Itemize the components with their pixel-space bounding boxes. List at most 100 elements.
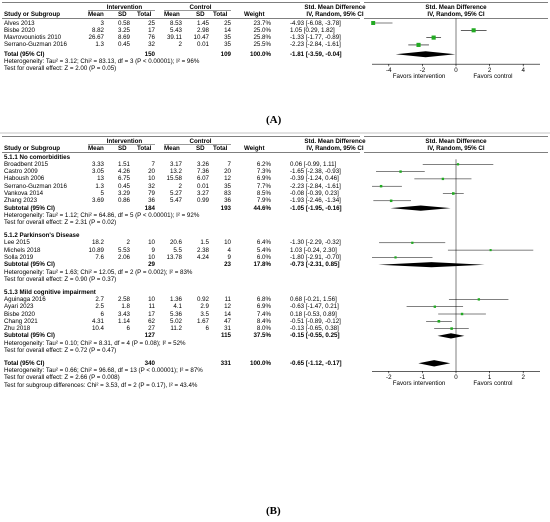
x-tick-label: -4 xyxy=(386,66,392,74)
intervention-total: 76 xyxy=(148,34,155,42)
intervention-total: 17 xyxy=(148,310,155,318)
control-total: 9 xyxy=(227,253,231,261)
intervention-total: 32 xyxy=(148,182,155,190)
study-square xyxy=(389,199,393,203)
control-total: 31 xyxy=(224,325,231,333)
effect-ci: -1.05 [-1.95, -0.16] xyxy=(290,204,342,212)
control-sd: 1.5 xyxy=(200,239,209,247)
x-tick-label: 1 xyxy=(487,373,492,381)
effect-ci: -0.73 [-2.31, 0.85] xyxy=(290,261,340,269)
study-name: Michels 2018 xyxy=(4,246,41,254)
overall-effect-text: Test for overall effect: Z = 2.31 (P = 0… xyxy=(4,219,117,227)
weight-value: 25.0% xyxy=(253,26,271,34)
intervention-total: 29 xyxy=(148,261,155,269)
control-total: 4 xyxy=(227,246,231,254)
study-name: Ayari 2023 xyxy=(4,303,34,311)
effect-ci: -0.63 [-1.47, 0.21] xyxy=(290,303,339,311)
control-mean: 13.2 xyxy=(169,168,182,176)
study-square xyxy=(477,298,481,301)
study-square xyxy=(399,170,402,173)
effect-ci: 0.68 [-0.21, 1.56] xyxy=(290,295,337,303)
total-diamond xyxy=(395,51,456,58)
group2-header: Control xyxy=(189,138,212,145)
study-square xyxy=(437,320,441,323)
intervention-mean: 1.3 xyxy=(95,182,104,190)
subtotal-diamond xyxy=(390,205,451,211)
study-name: Bisbe 2020 xyxy=(4,26,35,34)
effect-ci: -0.39 [-1.24, 0.46] xyxy=(290,175,339,183)
study-square xyxy=(452,192,455,195)
overall-effect-text: Test for overall effect: Z = 2.66 (P = 0… xyxy=(4,374,120,382)
study-name: Solla 2019 xyxy=(4,253,34,261)
total-diamond xyxy=(418,360,451,367)
study-name: Chang 2021 xyxy=(4,317,38,325)
control-total: 115 xyxy=(221,332,231,340)
intervention-mean: 1.3 xyxy=(95,41,104,49)
plot-title: Std. Mean Difference xyxy=(425,4,487,11)
plot-title: Std. Mean Difference xyxy=(425,138,487,145)
effect-title: Std. Mean Difference xyxy=(304,4,366,11)
control-mean: 4.1 xyxy=(173,303,182,311)
control-mean: 11.2 xyxy=(170,325,182,333)
study-name: Subtotal (95% CI) xyxy=(4,261,55,269)
effect-ci: -1.93 [-2.46, -1.34] xyxy=(290,197,341,205)
intervention-mean: 10.4 xyxy=(91,325,104,333)
weight-value: 7.9% xyxy=(256,197,271,205)
intervention-sd: 2 xyxy=(126,239,130,247)
effect-ci: 0.18 [-0.53, 0.89] xyxy=(290,310,337,318)
control-sd: 6 xyxy=(205,325,209,333)
intervention-sd: 8.69 xyxy=(117,34,130,42)
control-total: 35 xyxy=(224,41,231,49)
effect-ci: -0.13 [-0.65, 0.38] xyxy=(290,325,339,333)
weight-value: 17.8% xyxy=(253,261,271,269)
heterogeneity-text: Heterogeneity: Tau² = 0.10; Chi² = 8.31,… xyxy=(4,339,186,347)
study-square xyxy=(471,28,476,33)
study-square xyxy=(394,256,397,259)
control-sd: 6.07 xyxy=(196,175,209,183)
intervention-mean: 2.7 xyxy=(95,295,104,303)
control-total: 23 xyxy=(224,261,231,269)
intervention-mean: 7.6 xyxy=(95,253,104,261)
plot-subtitle: IV, Random, 95% CI xyxy=(427,11,485,18)
effect-title: Std. Mean Difference xyxy=(304,138,366,145)
weight-value: 6.9% xyxy=(256,303,271,311)
intervention-sd: 2.06 xyxy=(117,253,130,261)
subtotal-diamond xyxy=(378,262,485,268)
x-tick-label: 0 xyxy=(454,66,458,74)
control-mean: 3.17 xyxy=(169,160,182,168)
control-sd: 1.45 xyxy=(196,19,209,27)
intervention-total: 11 xyxy=(148,303,155,311)
control-total: 11 xyxy=(224,295,231,303)
study-name: Vankova 2014 xyxy=(4,190,44,197)
control-mean: 5.36 xyxy=(169,310,182,318)
favors-intervention-label: Favors intervention xyxy=(392,380,446,388)
intervention-mean: 4.31 xyxy=(91,317,104,325)
heterogeneity-text: Heterogeneity: Tau² = 3.12; Chi² = 83.13… xyxy=(4,58,200,65)
control-mean: 5.5 xyxy=(173,246,182,254)
intervention-total: 62 xyxy=(148,317,155,325)
control-mean: 39.11 xyxy=(166,34,182,42)
intervention-mean: 3.33 xyxy=(91,160,104,168)
control-total: 14 xyxy=(224,26,231,34)
control-sd: 0.99 xyxy=(196,197,209,205)
study-square xyxy=(456,163,460,166)
study-name: Lee 2015 xyxy=(4,239,30,247)
heterogeneity-text: Heterogeneity: Tau² = 1.63; Chi² = 12.05… xyxy=(4,268,193,276)
control-mean: 8.53 xyxy=(169,19,182,27)
overall-effect-text: Test for overall effect: Z = 2.00 (P = 0… xyxy=(4,65,117,73)
subgroup-title: 5.1.3 Mild cognitive impairment xyxy=(4,288,96,296)
favors-control-label: Favors control xyxy=(473,73,513,81)
intervention-sd: 2.58 xyxy=(117,295,130,303)
panel-a-label: (A) xyxy=(266,114,282,126)
x-tick-label: -1 xyxy=(419,373,426,381)
study-name: Zhang 2023 xyxy=(4,197,38,205)
favors-intervention-label: Favors intervention xyxy=(392,73,446,81)
subgroup-title: 5.1.1 No comorbidities xyxy=(4,153,71,161)
intervention-total: 150 xyxy=(144,50,155,58)
intervention-sd: 3.29 xyxy=(117,190,130,197)
study-square xyxy=(371,21,376,25)
intervention-total: 9 xyxy=(151,246,155,254)
control-total: 47 xyxy=(224,317,231,325)
study-square xyxy=(489,249,492,252)
